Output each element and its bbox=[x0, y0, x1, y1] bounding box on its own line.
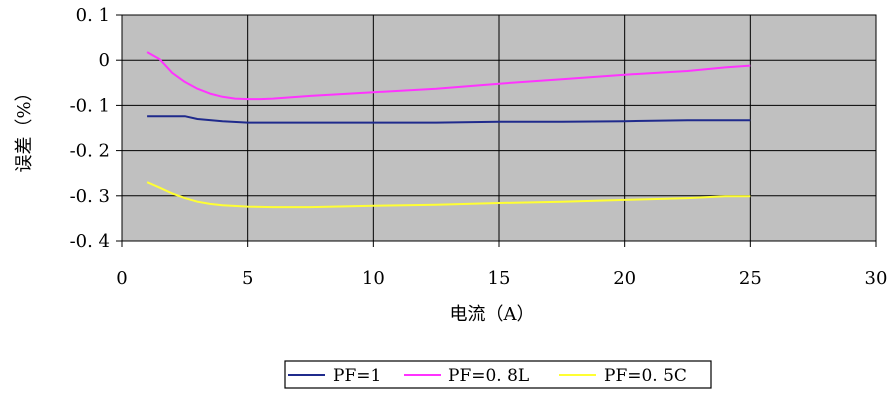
x-tick-label: 5 bbox=[242, 268, 253, 289]
series-lines bbox=[146, 51, 751, 209]
x-axis: 0 5 10 15 20 25 30 bbox=[116, 241, 887, 289]
legend-box bbox=[284, 360, 712, 389]
x-tick-label: 25 bbox=[739, 268, 762, 289]
series-line-pf-0-8l bbox=[146, 51, 751, 101]
x-tick-label: 20 bbox=[613, 268, 636, 289]
legend-label-pf-0-8l: PF=0. 8L bbox=[448, 366, 529, 386]
x-tick-label: 10 bbox=[362, 268, 385, 289]
y-tick-label: 0 bbox=[99, 50, 110, 71]
y-tick-label: -0. 2 bbox=[70, 141, 110, 162]
y-axis-label: 误差（%） bbox=[14, 83, 35, 172]
legend-label-pf-0-5c: PF=0. 5C bbox=[604, 366, 687, 386]
y-axis: 0. 1 0 -0. 1 -0. 2 -0. 3 -0. 4 bbox=[70, 5, 122, 252]
y-tick-label: 0. 1 bbox=[76, 5, 110, 26]
x-tick-label: 0 bbox=[116, 268, 127, 289]
x-tick-label: 15 bbox=[488, 268, 511, 289]
y-tick-label: -0. 3 bbox=[70, 186, 110, 207]
series-line-pf-1 bbox=[147, 115, 751, 124]
y-tick-label: -0. 4 bbox=[70, 231, 110, 252]
x-tick-label: 30 bbox=[865, 268, 888, 289]
y-tick-label: -0. 1 bbox=[70, 95, 110, 116]
legend-label-pf-1: PF=1 bbox=[333, 366, 381, 386]
legend: PF=1 PF=0. 8L PF=0. 5C bbox=[284, 360, 712, 389]
x-axis-label: 电流（A） bbox=[450, 304, 535, 325]
grid-lines bbox=[122, 15, 876, 241]
series-line-pf-0-5c bbox=[146, 181, 751, 209]
